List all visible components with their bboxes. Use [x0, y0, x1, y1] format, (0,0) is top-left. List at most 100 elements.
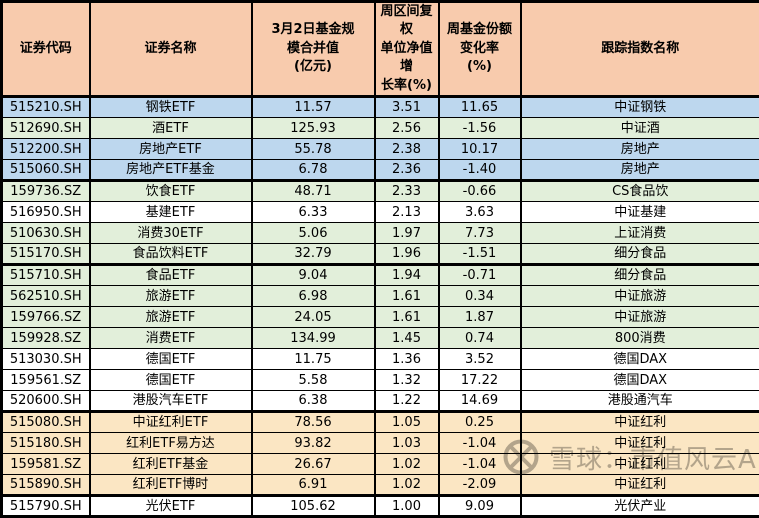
cell-share-change: 14.69 [439, 391, 521, 412]
cell-security-code: 515180.SH [2, 433, 90, 454]
cell-index-name: 中证钢铁 [521, 97, 759, 118]
cell-security-code: 516950.SH [2, 202, 90, 223]
cell-share-change: 10.17 [439, 139, 521, 160]
table-row: 515210.SH 钢铁ETF 11.57 3.51 11.65 中证钢铁 [2, 97, 759, 118]
cell-security-code: 512200.SH [2, 139, 90, 160]
cell-security-name: 基建ETF [90, 202, 252, 223]
col-header-security-name: 证券名称 [90, 2, 252, 97]
cell-security-name: 红利ETF基金 [90, 454, 252, 475]
cell-nav-growth: 1.96 [375, 244, 439, 265]
cell-index-name: 中证旅游 [521, 286, 759, 307]
cell-nav-growth: 2.13 [375, 202, 439, 223]
cell-security-name: 红利ETF易方达 [90, 433, 252, 454]
cell-nav-growth: 1.97 [375, 223, 439, 244]
cell-security-code: 159561.SZ [2, 370, 90, 391]
table-row: 159766.SZ 旅游ETF 24.05 1.61 1.87 中证旅游 [2, 307, 759, 328]
cell-index-name: 房地产 [521, 160, 759, 181]
cell-security-code: 510630.SH [2, 223, 90, 244]
table-row: 159561.SZ 德国ETF 5.58 1.32 17.22 德国DAX [2, 370, 759, 391]
table-row: 520600.SH 港股汽车ETF 6.38 1.22 14.69 港股通汽车 [2, 391, 759, 412]
cell-security-name: 消费ETF [90, 328, 252, 349]
cell-share-change: 17.22 [439, 370, 521, 391]
cell-security-name: 德国ETF [90, 349, 252, 370]
cell-share-change: -1.40 [439, 160, 521, 181]
cell-nav-growth: 1.61 [375, 307, 439, 328]
cell-fund-scale: 11.75 [252, 349, 375, 370]
cell-nav-growth: 3.51 [375, 97, 439, 118]
cell-nav-growth: 2.36 [375, 160, 439, 181]
col-header-security-code: 证券代码 [2, 2, 90, 97]
table-row: 512690.SH 酒ETF 125.93 2.56 -1.56 中证酒 [2, 118, 759, 139]
cell-index-name: 800消费 [521, 328, 759, 349]
cell-security-code: 512690.SH [2, 118, 90, 139]
etf-weekly-table-image: 证券代码 证券名称 3月2日基金规 模合并值 (亿元) 周区间复权 单位净值增 … [0, 0, 759, 482]
cell-index-name: 中证基建 [521, 202, 759, 223]
cell-share-change: 11.65 [439, 97, 521, 118]
cell-index-name: 德国DAX [521, 370, 759, 391]
table-row: 515710.SH 食品ETF 9.04 1.94 -0.71 细分食品 [2, 265, 759, 286]
cell-fund-scale: 11.57 [252, 97, 375, 118]
cell-index-name: 中证红利 [521, 412, 759, 433]
cell-fund-scale: 5.06 [252, 223, 375, 244]
cell-index-name: 光伏产业 [521, 496, 759, 517]
cell-fund-scale: 5.58 [252, 370, 375, 391]
cell-security-code: 159736.SZ [2, 181, 90, 202]
cell-fund-scale: 105.62 [252, 496, 375, 517]
cell-security-name: 房地产ETF [90, 139, 252, 160]
cell-share-change: 0.74 [439, 328, 521, 349]
table-row: 515180.SH 红利ETF易方达 93.82 1.03 -1.04 中证红利 [2, 433, 759, 454]
table-body: 515210.SH 钢铁ETF 11.57 3.51 11.65 中证钢铁 51… [2, 97, 759, 517]
table-row: 159928.SZ 消费ETF 134.99 1.45 0.74 800消费 [2, 328, 759, 349]
table-row: 515790.SH 光伏ETF 105.62 1.00 9.09 光伏产业 [2, 496, 759, 517]
cell-security-code: 515060.SH [2, 160, 90, 181]
cell-share-change: 0.34 [439, 286, 521, 307]
col-header-nav-growth: 周区间复权 单位净值增 长率(%) [375, 2, 439, 97]
table-row: 515080.SH 中证红利ETF 78.56 1.05 0.25 中证红利 [2, 412, 759, 433]
cell-index-name: 细分食品 [521, 265, 759, 286]
cell-fund-scale: 55.78 [252, 139, 375, 160]
col-header-share-change: 周基金份额 变化率 (%) [439, 2, 521, 97]
table-row: 510630.SH 消费30ETF 5.06 1.97 7.73 上证消费 [2, 223, 759, 244]
cell-share-change: -1.04 [439, 454, 521, 475]
cell-share-change: 3.52 [439, 349, 521, 370]
cell-index-name: 中证红利 [521, 454, 759, 475]
cell-fund-scale: 78.56 [252, 412, 375, 433]
cell-fund-scale: 24.05 [252, 307, 375, 328]
cell-security-code: 513030.SH [2, 349, 90, 370]
cell-security-name: 钢铁ETF [90, 97, 252, 118]
cell-nav-growth: 1.02 [375, 475, 439, 496]
cell-index-name: 德国DAX [521, 349, 759, 370]
cell-security-code: 159581.SZ [2, 454, 90, 475]
cell-share-change: 0.25 [439, 412, 521, 433]
cell-security-code: 515210.SH [2, 97, 90, 118]
cell-share-change: 7.73 [439, 223, 521, 244]
cell-security-code: 515080.SH [2, 412, 90, 433]
cell-nav-growth: 1.32 [375, 370, 439, 391]
col-header-index-name: 跟踪指数名称 [521, 2, 759, 97]
cell-fund-scale: 9.04 [252, 265, 375, 286]
cell-index-name: 中证酒 [521, 118, 759, 139]
cell-nav-growth: 1.61 [375, 286, 439, 307]
cell-nav-growth: 1.94 [375, 265, 439, 286]
cell-security-code: 520600.SH [2, 391, 90, 412]
table-row: 515060.SH 房地产ETF基金 6.78 2.36 -1.40 房地产 [2, 160, 759, 181]
cell-security-name: 旅游ETF [90, 286, 252, 307]
cell-fund-scale: 93.82 [252, 433, 375, 454]
cell-fund-scale: 6.38 [252, 391, 375, 412]
cell-nav-growth: 1.36 [375, 349, 439, 370]
table-row: 159581.SZ 红利ETF基金 26.67 1.02 -1.04 中证红利 [2, 454, 759, 475]
cell-security-code: 515170.SH [2, 244, 90, 265]
cell-share-change: 1.87 [439, 307, 521, 328]
cell-index-name: 港股通汽车 [521, 391, 759, 412]
cell-fund-scale: 26.67 [252, 454, 375, 475]
header-row: 证券代码 证券名称 3月2日基金规 模合并值 (亿元) 周区间复权 单位净值增 … [2, 2, 759, 97]
table-row: 513030.SH 德国ETF 11.75 1.36 3.52 德国DAX [2, 349, 759, 370]
cell-security-code: 515790.SH [2, 496, 90, 517]
cell-index-name: 细分食品 [521, 244, 759, 265]
cell-index-name: 中证红利 [521, 433, 759, 454]
table-row: 516950.SH 基建ETF 6.33 2.13 3.63 中证基建 [2, 202, 759, 223]
cell-security-name: 食品饮料ETF [90, 244, 252, 265]
table-row: 562510.SH 旅游ETF 6.98 1.61 0.34 中证旅游 [2, 286, 759, 307]
cell-index-name: CS食品饮 [521, 181, 759, 202]
